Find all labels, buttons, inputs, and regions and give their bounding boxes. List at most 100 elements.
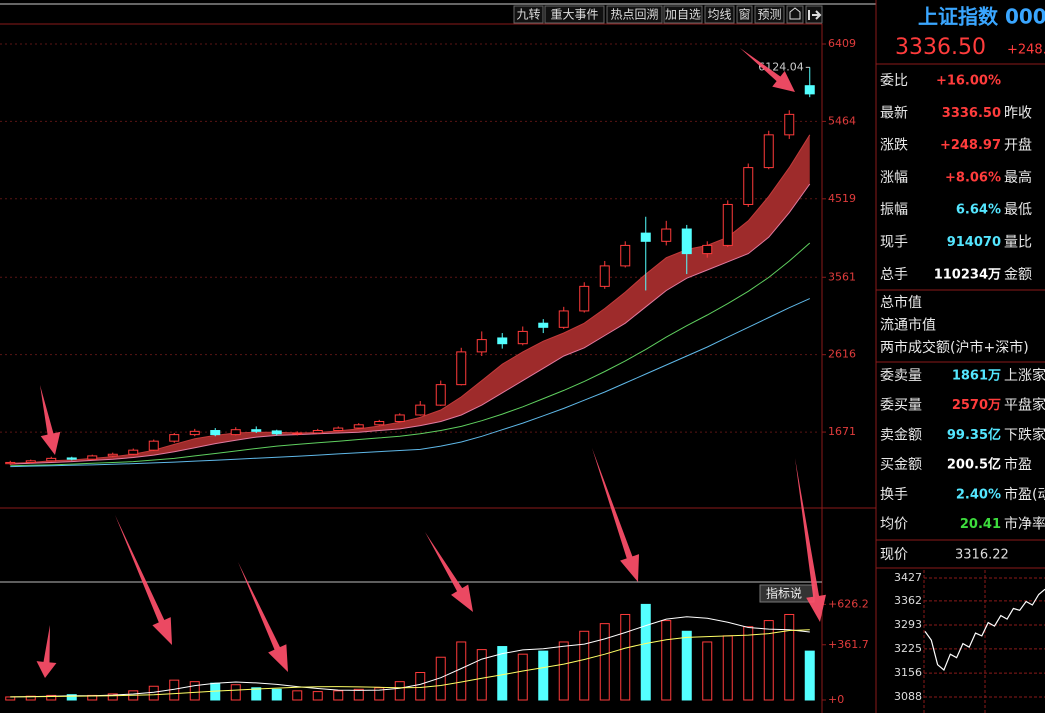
- candle-body: [128, 449, 139, 455]
- field-label: 开盘: [1004, 137, 1032, 154]
- y-tick-label: 3362: [894, 594, 922, 607]
- volume-bar: [579, 630, 590, 701]
- toolbar-button[interactable]: [704, 5, 735, 24]
- field-label: 最低: [1004, 202, 1032, 218]
- toolbar-button[interactable]: [754, 5, 785, 24]
- volume-bar: [702, 641, 713, 701]
- field-value: 6.64%: [956, 203, 1001, 218]
- toolbar-button[interactable]: [606, 5, 663, 24]
- field-label: 市盈: [1004, 456, 1032, 473]
- arrow: [36, 625, 57, 678]
- candle-body: [476, 339, 487, 353]
- field-value: 110234万: [934, 267, 1001, 282]
- candle-body: [743, 167, 754, 205]
- toolbar-label[interactable]: 窗: [738, 8, 750, 22]
- candle-body: [702, 244, 713, 255]
- volume-average: [10, 629, 810, 698]
- candle-body: [148, 440, 159, 451]
- toolbar-button[interactable]: [544, 5, 605, 24]
- field-value: 200.5亿: [947, 457, 1001, 473]
- candle-body: [333, 427, 344, 432]
- field-label: 下跌家: [1004, 426, 1045, 443]
- candle-body: [25, 460, 36, 463]
- field-label: 量比: [1004, 235, 1032, 251]
- toolbar-label[interactable]: 均线: [707, 8, 731, 22]
- volume-bar: [271, 688, 282, 701]
- field-label: 昨收: [1004, 105, 1032, 121]
- candle-body: [579, 285, 590, 312]
- field-value: 3336.50: [942, 106, 1001, 121]
- candle-body: [661, 228, 672, 242]
- toolbar-button[interactable]: [736, 5, 753, 24]
- moving-average: [10, 298, 811, 468]
- moving-average: [10, 242, 811, 467]
- y-tick-label: +361.7: [828, 638, 869, 651]
- candle-body: [271, 430, 282, 435]
- field-label: 均价: [880, 517, 908, 533]
- field-label: 最新: [880, 105, 908, 121]
- candle-body: [189, 430, 200, 436]
- candle-body: [107, 453, 118, 457]
- field-label: 卖金额: [880, 427, 922, 443]
- volume-bar: [66, 694, 77, 701]
- volume-bar: [333, 690, 344, 701]
- toolbar-label[interactable]: 重大事件: [550, 8, 598, 22]
- index-name: 上证指数 000: [918, 5, 1045, 29]
- field-label: 振幅: [880, 202, 908, 218]
- toolbar-label[interactable]: 预测: [757, 8, 781, 22]
- home-icon: [789, 7, 801, 20]
- candle-body: [415, 404, 426, 416]
- volume-bar: [558, 641, 569, 701]
- volume-bar: [435, 656, 446, 701]
- volume-bar: [620, 613, 631, 701]
- volume-bar: [415, 672, 426, 701]
- field-label: 换手: [880, 486, 908, 503]
- candle-body: [763, 134, 774, 169]
- toolbar-label[interactable]: 加自选: [665, 8, 701, 22]
- info-label: 流通市值: [880, 317, 936, 334]
- volume-bar: [189, 681, 200, 701]
- info-label: 两市成交额(沪市+深市): [880, 339, 1029, 356]
- volume-bar: [640, 603, 651, 701]
- volume-bar: [5, 696, 16, 701]
- toolbar-button[interactable]: [513, 5, 544, 24]
- candle-body: [620, 244, 631, 267]
- field-label: 委比: [880, 73, 908, 89]
- candle-body: [456, 351, 467, 386]
- volume-bar: [743, 626, 754, 701]
- field-value: +8.06%: [945, 170, 1001, 185]
- indicator-label[interactable]: 指标说: [766, 586, 802, 601]
- candle-body: [312, 430, 323, 434]
- arrow: [592, 448, 640, 582]
- candle-body: [353, 424, 364, 429]
- field-value: 2570万: [952, 398, 1001, 413]
- volume-bar: [804, 650, 815, 701]
- field-value: +16.00%: [936, 74, 1001, 89]
- candle-body: [230, 429, 241, 436]
- field-label: 涨跌: [880, 138, 908, 154]
- field-label: 市净率: [1004, 516, 1045, 533]
- candle-body: [538, 322, 549, 328]
- volume-bar: [312, 691, 323, 701]
- arrow: [238, 562, 288, 672]
- field-label: 总手: [880, 267, 908, 283]
- candle-body: [66, 457, 77, 460]
- candle-body: [5, 461, 16, 465]
- volume-bar: [538, 650, 549, 701]
- toolbar-label[interactable]: 九转: [516, 7, 540, 22]
- candle-body: [599, 265, 610, 287]
- candle-body: [640, 232, 651, 242]
- volume-bar: [661, 620, 672, 701]
- field-value: 20.41: [960, 517, 1001, 532]
- index-change: +248.: [1007, 43, 1045, 58]
- y-tick-label: 2616: [828, 348, 856, 361]
- volume-bar: [497, 646, 508, 701]
- toolbar-label[interactable]: 热点回溯: [610, 7, 658, 22]
- arrow: [795, 458, 826, 622]
- volume-bar: [46, 694, 57, 701]
- arrow: [115, 515, 172, 645]
- candle-body: [251, 429, 262, 432]
- toolbar-button[interactable]: [663, 5, 703, 24]
